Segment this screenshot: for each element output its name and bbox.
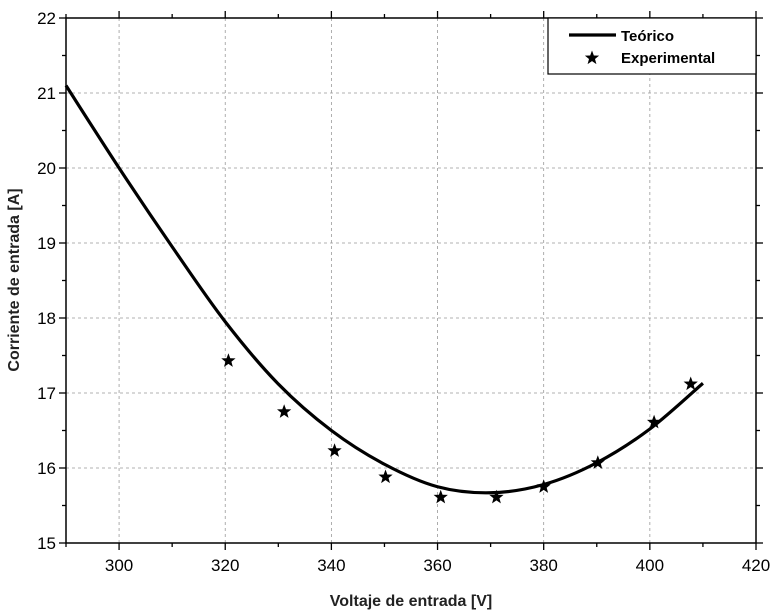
- plot-area: [64, 84, 704, 504]
- x-tick-label: 380: [530, 556, 558, 575]
- star-icon: [584, 50, 600, 65]
- data-point-star: [646, 414, 662, 429]
- grid-lines: [66, 18, 756, 543]
- y-tick-label: 22: [37, 9, 56, 28]
- data-point-star: [433, 489, 448, 504]
- data-point-star: [221, 353, 236, 367]
- x-tick-label: 340: [317, 556, 345, 575]
- x-tick-label: 360: [423, 556, 451, 575]
- data-point-star: [590, 455, 605, 469]
- y-tick-label: 16: [37, 459, 56, 478]
- data-point-star: [489, 489, 504, 504]
- data-point-star: [683, 376, 698, 391]
- x-tick-label: 400: [636, 556, 664, 575]
- series-line-teorico: [64, 84, 704, 495]
- x-tick-label: 300: [105, 556, 133, 575]
- y-tick-label: 19: [37, 234, 56, 253]
- x-axis-ticks: 300 320 340 360 380 400 420: [65, 11, 770, 575]
- legend-box: [547, 17, 757, 75]
- legend-label-experimental: Experimental: [621, 50, 715, 67]
- data-point-star: [378, 469, 393, 484]
- legend-label-teorico: Teórico: [621, 28, 674, 45]
- axes: [65, 17, 757, 544]
- y-axis-ticks: 15 16 17 18 19 20 21 22: [37, 9, 763, 553]
- data-point-star: [277, 404, 292, 418]
- y-axis-title: Corriente de entrada [A]: [6, 188, 23, 371]
- data-point-star: [327, 443, 342, 457]
- legend: Teórico Experimental: [547, 17, 757, 75]
- y-tick-label: 18: [37, 309, 56, 328]
- x-axis-title: Voltaje de entrada [V]: [330, 593, 492, 610]
- y-tick-label: 17: [37, 384, 56, 403]
- x-tick-label: 320: [211, 556, 239, 575]
- y-tick-label: 15: [37, 534, 56, 553]
- y-tick-label: 20: [37, 159, 56, 178]
- plot-frame: [65, 17, 757, 544]
- data-point-star: [536, 479, 551, 493]
- x-tick-label: 420: [742, 556, 770, 575]
- y-tick-label: 21: [37, 84, 56, 103]
